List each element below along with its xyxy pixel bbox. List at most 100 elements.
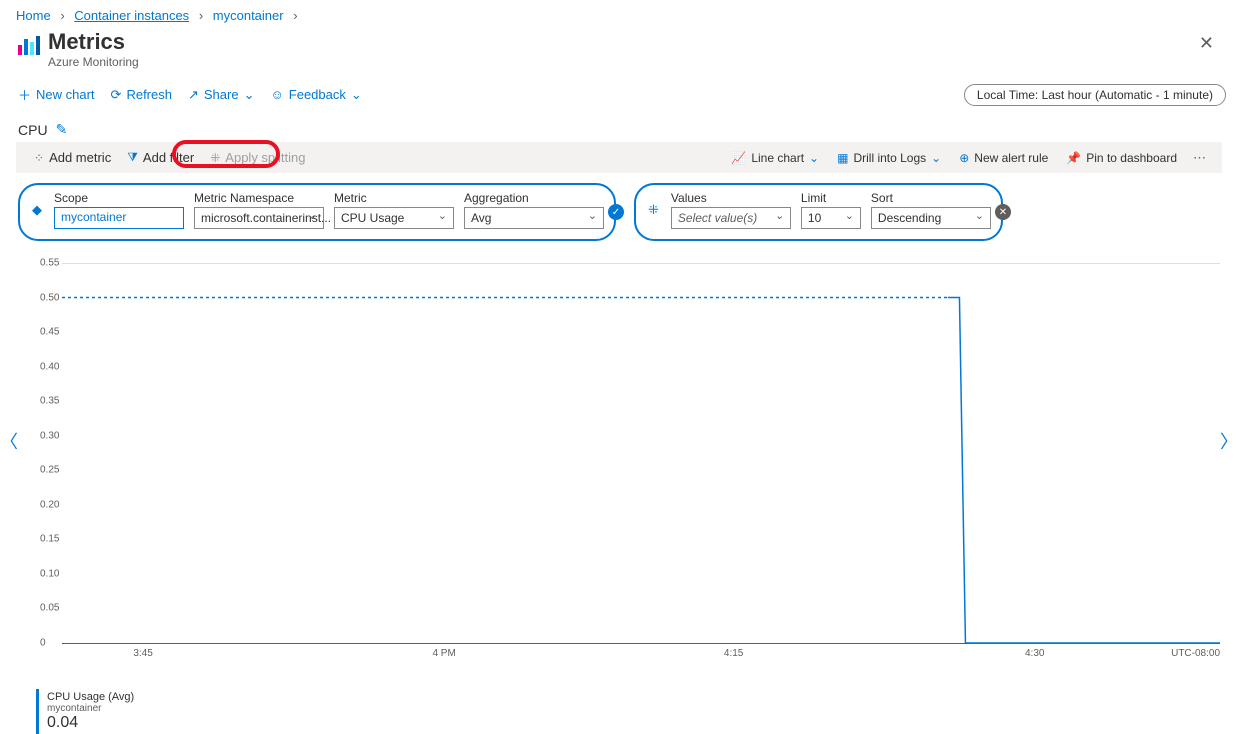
y-axis-label: 0.05 — [40, 603, 59, 614]
new-alert-button[interactable]: ⊕New alert rule — [951, 147, 1056, 169]
aggregation-field: Aggregation Avg — [464, 191, 604, 229]
new-chart-button[interactable]: ＋ New chart — [12, 81, 101, 108]
sort-label: Sort — [871, 191, 991, 205]
share-label: Share — [204, 87, 239, 102]
limit-field: Limit 10 — [801, 191, 861, 229]
crumb-container-instances[interactable]: Container instances — [74, 8, 189, 23]
next-chart-arrow[interactable]: 〉 — [1220, 428, 1238, 454]
values-label: Values — [671, 191, 791, 205]
feedback-button[interactable]: ☺ Feedback ⌄ — [265, 83, 368, 107]
y-axis-label: 0.25 — [40, 465, 59, 476]
x-axis-label: 4 PM — [432, 648, 455, 659]
y-axis-label: 0.15 — [40, 534, 59, 545]
split-selector-group: ⁜ Values Select value(s) Limit 10 Sort D… — [634, 183, 1003, 241]
namespace-label: Metric Namespace — [194, 191, 324, 205]
alert-icon: ⊕ — [959, 151, 969, 165]
chart-type-button[interactable]: 📈 Line chart ⌄ — [723, 147, 827, 169]
y-axis-label: 0.45 — [40, 327, 59, 338]
edit-title-icon[interactable]: ✎ — [56, 121, 68, 138]
y-axis-label: 0.50 — [40, 292, 59, 303]
legend-series-name: CPU Usage (Avg) — [47, 691, 134, 703]
close-button[interactable]: ✕ — [1191, 29, 1222, 58]
crumb-resource[interactable]: mycontainer — [213, 8, 284, 23]
feedback-label: Feedback — [289, 87, 346, 102]
scope-label: Scope — [54, 191, 184, 205]
crumb-sep — [293, 8, 297, 23]
chart-type-label: Line chart — [751, 151, 804, 165]
share-icon: ↗ — [188, 87, 199, 103]
command-bar: ＋ New chart ⟳ Refresh ↗ Share ⌄ ☺ Feedback ⌄ L… — [0, 75, 1238, 115]
prev-chart-arrow[interactable]: 〈 — [0, 428, 18, 454]
drill-logs-button[interactable]: ▦Drill into Logs⌄ — [829, 147, 949, 169]
apply-splitting-label: Apply splitting — [225, 150, 305, 165]
crumb-sep — [60, 8, 64, 23]
metric-field: Metric CPU Usage — [334, 191, 454, 229]
y-axis-label: 0.30 — [40, 430, 59, 441]
values-select[interactable]: Select value(s) — [671, 207, 791, 229]
metric-selector-group: ◆ Scope mycontainer Metric Namespace mic… — [18, 183, 616, 241]
chevron-down-icon: ⌄ — [351, 87, 362, 103]
y-axis-label: 0.40 — [40, 361, 59, 372]
split-group-icon: ⁜ — [648, 202, 659, 218]
resource-icon: ◆ — [32, 202, 42, 218]
legend-resource-name: mycontainer — [47, 703, 134, 714]
y-axis-label: 0.20 — [40, 499, 59, 510]
chart-title-row: CPU ✎ — [0, 115, 1238, 142]
y-axis-label: 0.10 — [40, 568, 59, 579]
metric-label: Metric — [334, 191, 454, 205]
chart-legend[interactable]: CPU Usage (Avg) mycontainer 0.04 — [36, 689, 134, 734]
pin-icon: 📌 — [1066, 151, 1081, 165]
selector-row: ◆ Scope mycontainer Metric Namespace mic… — [0, 173, 1238, 245]
aggregation-label: Aggregation — [464, 191, 604, 205]
apply-splitting-button[interactable]: ⁜ Apply splitting — [202, 146, 313, 169]
new-chart-label: New chart — [36, 87, 95, 102]
remove-badge-icon[interactable]: ✕ — [995, 204, 1011, 220]
chevron-down-icon: ⌄ — [809, 151, 819, 165]
logs-icon: ▦ — [837, 151, 848, 165]
y-axis-label: 0 — [40, 638, 46, 649]
metric-select[interactable]: CPU Usage — [334, 207, 454, 229]
plus-icon: ＋ — [18, 85, 31, 104]
timezone-label: UTC-08:00 — [1171, 648, 1220, 659]
refresh-label: Refresh — [126, 87, 172, 102]
share-button[interactable]: ↗Share⌄ — [182, 83, 261, 107]
check-badge-icon[interactable]: ✓ — [608, 204, 624, 220]
y-axis-label: 0.55 — [40, 258, 59, 269]
y-axis-label: 0.35 — [40, 396, 59, 407]
gridline — [62, 643, 1220, 644]
chart-title: CPU — [18, 122, 48, 138]
sort-field: Sort Descending — [871, 191, 991, 229]
crumb-sep — [199, 8, 203, 23]
chart-toolbar: ⁘ Add metric ⧩Add filter ⁜ Apply splitting… — [16, 142, 1222, 173]
drill-logs-label: Drill into Logs — [853, 151, 926, 165]
page-subtitle: Azure Monitoring — [48, 55, 139, 69]
line-chart: 0 0.05 0.10 0.15 0.20 0.25 0.30 0.35 0.40 0.45 0.5… — [18, 263, 1220, 663]
more-menu[interactable]: ⋯ — [1187, 150, 1212, 166]
smiley-icon: ☺ — [271, 87, 284, 102]
pin-dashboard-button[interactable]: 📌 Pin to dashboard — [1058, 147, 1185, 169]
refresh-icon: ⟳ — [111, 87, 122, 103]
filter-icon: ⧩ — [127, 150, 138, 165]
metric-dots-icon: ⁘ — [34, 151, 44, 165]
metrics-icon — [16, 33, 40, 57]
pin-label: Pin to dashboard — [1086, 151, 1177, 165]
aggregation-select[interactable]: Avg — [464, 207, 604, 229]
line-chart-icon: 📈 — [731, 151, 746, 165]
time-range-pill[interactable]: Local Time: Last hour (Automatic - 1 min… — [964, 84, 1226, 106]
breadcrumb: Home Container instances mycontainer — [0, 0, 1238, 27]
add-metric-button[interactable]: ⁘ Add metric — [26, 146, 119, 169]
split-icon: ⁜ — [210, 151, 220, 165]
add-metric-label: Add metric — [49, 150, 111, 165]
x-axis-label: 4:15 — [724, 648, 743, 659]
crumb-home[interactable]: Home — [16, 8, 51, 23]
add-filter-button[interactable]: ⧩Add filter — [119, 146, 202, 169]
page-header: Metrics Azure Monitoring ✕ — [0, 27, 1238, 75]
x-axis-label: 3:45 — [133, 648, 152, 659]
namespace-select[interactable]: microsoft.containerinst... — [194, 207, 324, 229]
sort-select[interactable]: Descending — [871, 207, 991, 229]
namespace-field: Metric Namespace microsoft.containerinst… — [194, 191, 324, 229]
refresh-button[interactable]: ⟳ Refresh — [105, 83, 178, 107]
legend-value: 0.04 — [47, 714, 134, 732]
limit-input[interactable]: 10 — [801, 207, 861, 229]
scope-input[interactable]: mycontainer — [54, 207, 184, 229]
